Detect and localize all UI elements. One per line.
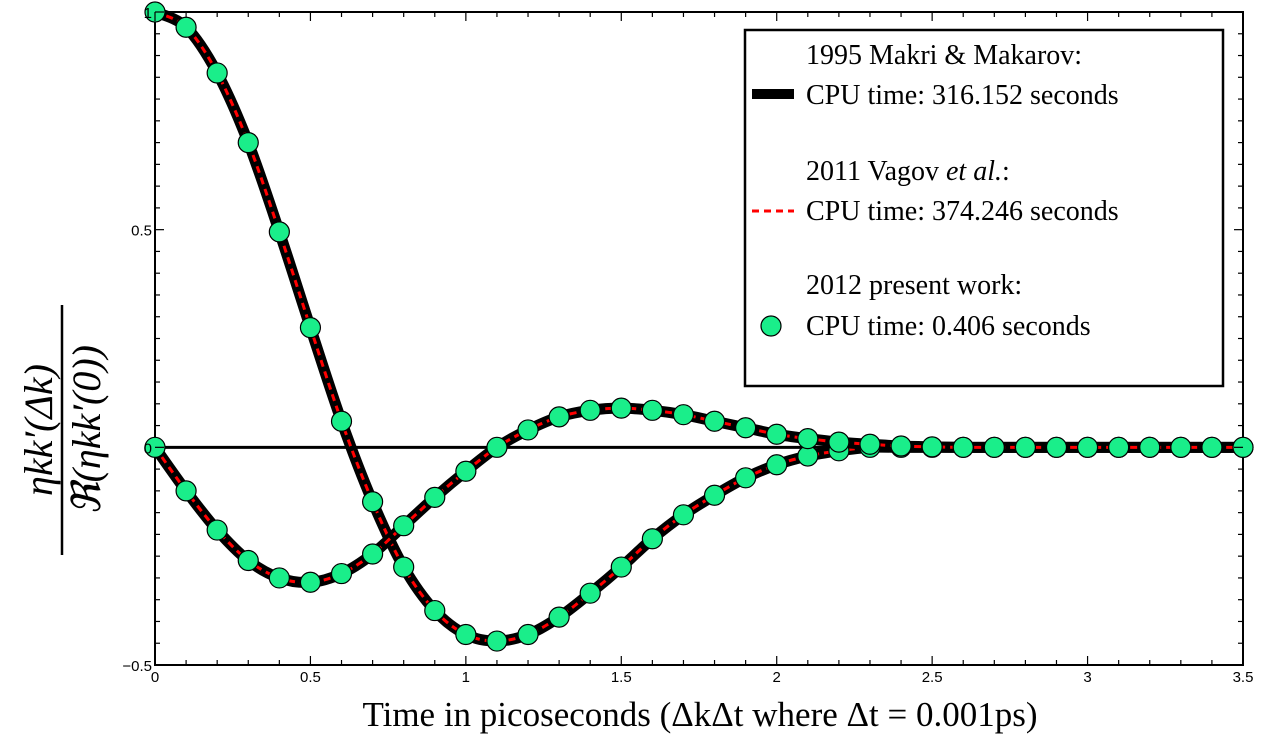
x-tick-label: 3.5	[1233, 669, 1254, 686]
series-1-point	[1045, 436, 1068, 458]
series-1-point	[1201, 436, 1223, 458]
series-1-point	[393, 515, 415, 537]
legend-entry-vagov: 2011 Vagov et al.: CPU time: 374.246 sec…	[752, 156, 1119, 227]
series-1-point	[672, 404, 695, 426]
x-tick-label: 0.5	[300, 669, 321, 686]
axis-tick-labels: 0 0.5 1 1.5 2 2.5 3 3.5−0.500.51	[122, 5, 1253, 686]
legend-vagov-italic: et al.	[946, 156, 1002, 187]
series-0-point	[362, 491, 384, 513]
axis-ticks	[154, 11, 1244, 666]
series-1-point	[579, 399, 601, 421]
legend-entry-vagov-line1: 2011 Vagov et al.:	[806, 156, 1010, 187]
series-0-point	[393, 556, 415, 578]
series-1-point	[486, 436, 508, 458]
series-1-point	[859, 433, 881, 455]
series-0-point	[548, 606, 570, 628]
x-tick-label: 0	[151, 669, 159, 686]
x-tick-label: 2	[773, 669, 781, 686]
series-1-point	[766, 423, 788, 445]
series-1-point	[517, 419, 539, 441]
series-1-point	[735, 417, 757, 439]
series-0-point	[610, 556, 632, 578]
series-1-point	[175, 480, 197, 502]
series-1-point	[299, 571, 322, 593]
x-axis-label: Time in picoseconds (ΔkΔt where Δt = 0.0…	[362, 695, 1037, 734]
series-0-point	[268, 221, 290, 243]
series-1-black-line	[149, 402, 1249, 588]
series-1-point	[641, 399, 663, 421]
legend-entry-present-line1: 2012 present work:	[806, 270, 1022, 301]
series-1-point	[268, 567, 290, 589]
legend-entry-makri-line1: 1995 Makri & Makarov:	[806, 40, 1082, 71]
series-1-point	[1014, 436, 1037, 458]
series-0-point	[517, 623, 539, 646]
series-0-point	[579, 582, 601, 604]
series-0-point	[175, 16, 197, 38]
series-1-point	[548, 406, 570, 428]
x-tick-label: 3	[1083, 669, 1091, 686]
y-tick-label: 0.5	[131, 223, 152, 240]
series-0-point	[672, 504, 695, 526]
y-tick-label: −0.5	[122, 658, 152, 675]
series-1-point	[610, 397, 632, 419]
data-markers	[144, 1, 1254, 652]
series-1-point	[455, 460, 477, 482]
series-1-point	[330, 562, 353, 585]
series-1-point	[206, 519, 228, 541]
y-axis-label-denominator: ℜ(ηkk′(0))	[64, 345, 109, 515]
series-1-point	[1076, 436, 1099, 458]
series-1-point	[1170, 436, 1192, 458]
series-0-point	[703, 484, 726, 506]
x-tick-label: 1	[462, 669, 470, 686]
legend-vagov-prefix: 2011 Vagov	[806, 156, 946, 187]
legend-entry-present: 2012 present work: CPU time: 0.406 secon…	[760, 270, 1091, 342]
y-axis-label: ηkk′(Δk) ℜ(ηkk′(0))	[16, 305, 109, 555]
series-1-point	[983, 436, 1005, 458]
y-tick-label: 0	[144, 440, 152, 457]
legend: 1995 Makri & Makarov: CPU time: 316.152 …	[743, 28, 1225, 388]
series-1-point	[952, 436, 974, 458]
plot-area	[144, 1, 1254, 666]
series-1-point	[1108, 436, 1130, 458]
series-1-red-dashed-line	[153, 406, 1243, 584]
series-0-point	[206, 62, 228, 84]
series-1-point	[828, 431, 850, 453]
series-0-point	[330, 410, 353, 432]
legend-box	[743, 28, 1225, 388]
series-0-point	[486, 630, 508, 652]
legend-swatch-green-circle	[760, 315, 782, 337]
series-1-point	[797, 428, 819, 450]
series-0-point	[299, 317, 322, 339]
series-0-point	[735, 467, 757, 489]
legend-entry-makri: 1995 Makri & Makarov: CPU time: 316.152 …	[752, 40, 1119, 111]
series-1-point	[703, 410, 726, 432]
x-tick-label: 2.5	[922, 669, 943, 686]
series-1-point	[362, 543, 384, 565]
y-axis-label-numerator: ηkk′(Δk)	[16, 364, 61, 496]
legend-entry-vagov-line2: CPU time: 374.246 seconds	[806, 196, 1119, 227]
series-1-point	[921, 436, 943, 458]
series-1-point	[424, 486, 446, 508]
series-0-point	[641, 528, 663, 550]
x-tick-label: 1.5	[611, 669, 632, 686]
legend-entry-makri-line2: CPU time: 316.152 seconds	[806, 80, 1119, 111]
legend-vagov-suffix: :	[1002, 156, 1010, 187]
series-1-point	[890, 435, 912, 457]
series-1-point	[1139, 436, 1161, 458]
series-0-point	[237, 132, 259, 154]
series-1-point	[237, 549, 259, 572]
series-0-point	[455, 623, 477, 646]
y-tick-label: 1	[144, 5, 152, 22]
series-0-point	[424, 599, 446, 622]
series-0-point	[766, 454, 788, 476]
legend-entry-present-line2: CPU time: 0.406 seconds	[806, 311, 1091, 342]
